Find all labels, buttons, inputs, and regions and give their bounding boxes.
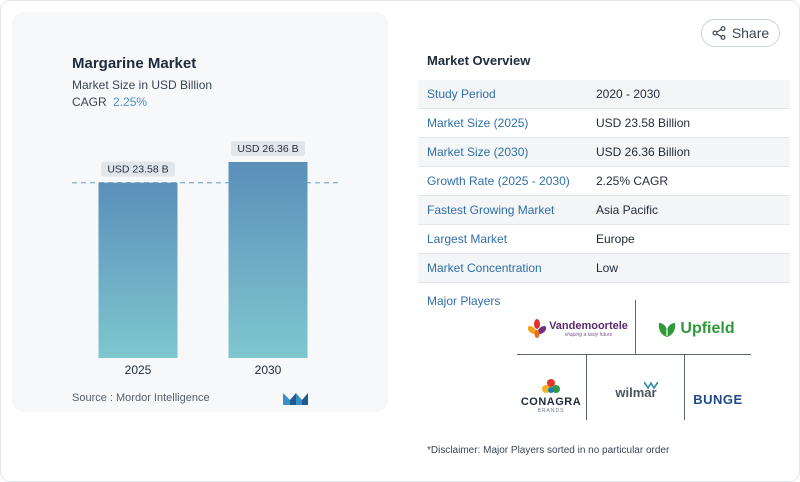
upfield-leaf-icon bbox=[659, 323, 676, 337]
chart-title: Margarine Market bbox=[72, 55, 197, 72]
x-tick-label: 2030 bbox=[255, 363, 282, 377]
overview-table: Study Period 2020 - 2030 Market Size (20… bbox=[418, 80, 790, 283]
overview-key: Largest Market bbox=[427, 232, 508, 246]
vandemoortele-logo: Vandemoortele shaping a tasty future bbox=[528, 312, 628, 346]
data-label: USD 23.58 B bbox=[107, 164, 168, 176]
upfield-logo: Upfield bbox=[646, 312, 746, 346]
overview-key: Market Concentration bbox=[427, 261, 542, 275]
overview-row: Market Concentration Low bbox=[418, 254, 790, 283]
overview-value: 2020 - 2030 bbox=[596, 87, 661, 101]
chart-subtitle: Market Size in USD Billion bbox=[72, 78, 213, 92]
chart-card bbox=[12, 12, 388, 412]
bunge-logo: BUNGE bbox=[688, 388, 748, 410]
overview-key: Market Size (2030) bbox=[427, 145, 529, 159]
cagr-label: CAGR bbox=[72, 95, 107, 109]
data-label: USD 26.36 B bbox=[237, 143, 298, 155]
overview-row: Market Size (2025) USD 23.58 Billion bbox=[418, 109, 790, 138]
players-divider bbox=[684, 354, 685, 420]
overview-row: Growth Rate (2025 - 2030) 2.25% CAGR bbox=[418, 167, 790, 196]
mordor-logo-icon bbox=[283, 393, 308, 405]
overview-key: Market Size (2025) bbox=[427, 116, 529, 130]
overview-key: Growth Rate (2025 - 2030) bbox=[427, 174, 570, 188]
overview-value: Asia Pacific bbox=[596, 203, 659, 217]
bar-chart: USD 23.58 B 2025 USD 26.36 B 2030 bbox=[72, 141, 338, 377]
x-tick-label: 2025 bbox=[125, 363, 152, 377]
overview-value: 2.25% CAGR bbox=[596, 174, 669, 188]
wilmar-mark-icon bbox=[644, 381, 658, 390]
conagra-text: CONAGRA bbox=[520, 396, 582, 408]
share-label: Share bbox=[731, 25, 770, 41]
overview-value: Low bbox=[596, 261, 619, 275]
overview-title: Market Overview bbox=[427, 53, 531, 68]
vandemoortele-text: Vandemoortele bbox=[549, 320, 628, 332]
overview-key: Study Period bbox=[427, 87, 496, 101]
data-label-bg bbox=[101, 161, 175, 177]
wilmar-text: wilmar bbox=[615, 384, 657, 400]
overview-row: Largest Market Europe bbox=[418, 225, 790, 254]
share-icon bbox=[712, 26, 726, 40]
bar bbox=[98, 182, 178, 358]
conagra-flower-icon bbox=[542, 379, 560, 393]
wilmar-logo: wilmar bbox=[598, 378, 674, 406]
overview-row: Market Size (2030) USD 26.36 Billion bbox=[418, 138, 790, 167]
players-divider bbox=[635, 300, 636, 354]
chart-cagr: CAGR 2.25% bbox=[72, 95, 147, 109]
vandemoortele-tagline: shaping a tasty future bbox=[564, 332, 613, 338]
conagra-logo: CONAGRA BRANDS bbox=[520, 375, 582, 417]
bunge-text: BUNGE bbox=[693, 391, 743, 407]
overview-value: USD 23.58 Billion bbox=[596, 116, 691, 130]
major-players-label: Major Players bbox=[427, 294, 501, 308]
conagra-tagline: BRANDS bbox=[537, 408, 565, 414]
disclaimer-note: *Disclaimer: Major Players sorted in no … bbox=[427, 445, 670, 456]
data-label-bg bbox=[231, 141, 305, 156]
bar bbox=[228, 162, 308, 358]
overview-key: Fastest Growing Market bbox=[427, 203, 555, 217]
upfield-text: Upfield bbox=[680, 320, 735, 337]
overview-value: Europe bbox=[596, 232, 635, 246]
overview-value: USD 26.36 Billion bbox=[596, 145, 691, 159]
overview-row: Fastest Growing Market Asia Pacific bbox=[418, 196, 790, 225]
source-note: Source : Mordor Intelligence bbox=[72, 392, 210, 404]
overview-row: Study Period 2020 - 2030 bbox=[418, 80, 790, 109]
vandemoortele-flower-icon bbox=[528, 319, 547, 338]
share-button[interactable]: Share bbox=[701, 19, 780, 47]
players-divider bbox=[586, 354, 587, 420]
cagr-value: 2.25% bbox=[113, 95, 148, 109]
players-divider bbox=[517, 354, 751, 355]
